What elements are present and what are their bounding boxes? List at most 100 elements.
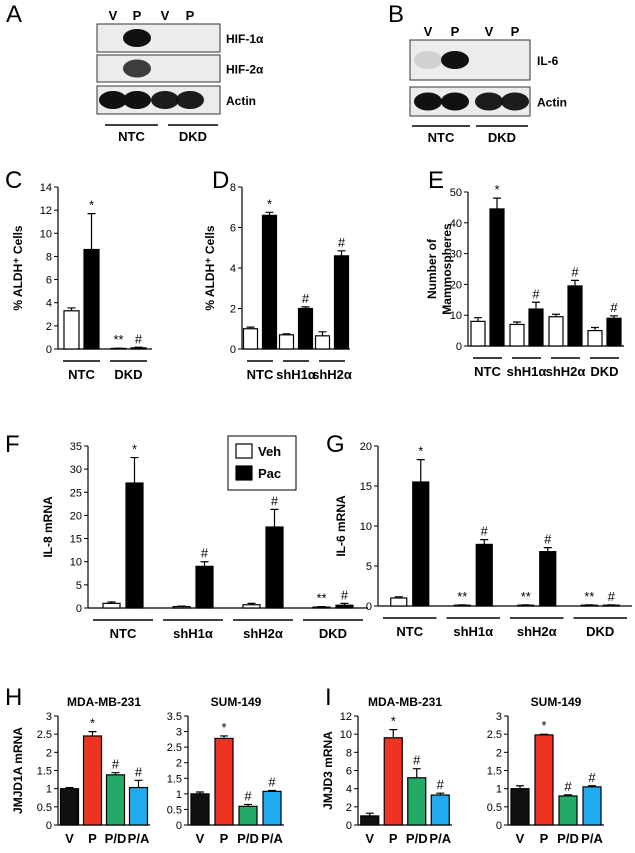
error-bar — [270, 508, 279, 527]
lane-label: V — [485, 24, 494, 39]
x-tick-label: shH2α — [243, 626, 283, 641]
y-tick-label: 1 — [176, 789, 182, 801]
y-tick-label: 10 — [450, 310, 462, 322]
error-bar — [282, 333, 291, 335]
y-tick-label: 15 — [360, 481, 372, 493]
bar — [63, 310, 80, 350]
lane-label: V — [424, 24, 433, 39]
blot-band — [123, 29, 151, 47]
legend-swatch — [235, 443, 253, 459]
y-tick-label: 2 — [496, 747, 502, 759]
y-tick-label: 2 — [46, 321, 52, 333]
x-tick-label: DKD — [586, 624, 614, 639]
lane-label: P — [133, 8, 142, 23]
blot-row-label: HIF-2α — [226, 63, 264, 77]
error-bar — [571, 279, 579, 286]
error-bar — [588, 785, 596, 787]
significance: # — [341, 587, 349, 602]
bar — [125, 482, 144, 609]
y-tick-label: 5 — [76, 580, 82, 592]
error-bar — [196, 791, 204, 794]
blot-row-label: Actin — [226, 94, 256, 108]
significance: * — [90, 716, 95, 731]
y-tick-label: 0 — [346, 820, 352, 832]
x-tick-label: shH1α — [276, 367, 316, 382]
significance: # — [413, 753, 421, 768]
chart-title: SUM-149 — [211, 695, 262, 709]
blot-band — [151, 91, 179, 109]
bar — [278, 334, 295, 350]
x-tick-label: shH1α — [453, 624, 493, 639]
significance: # — [532, 286, 540, 301]
bar — [528, 308, 544, 347]
y-tick-label: 1.5 — [487, 766, 502, 778]
error-bar — [540, 733, 548, 735]
lane-label: P — [186, 8, 195, 23]
y-tick-label: 3 — [176, 727, 182, 739]
bar — [83, 248, 100, 350]
y-tick-label: 10 — [340, 729, 352, 741]
panel-letter: H — [5, 684, 22, 711]
y-tick-label: 1 — [46, 784, 52, 796]
bar — [105, 774, 126, 826]
y-axis-label: % ALDH⁺ Cells — [11, 225, 25, 311]
error-bar — [513, 321, 521, 325]
error-bar — [220, 735, 228, 739]
significance: # — [564, 779, 572, 794]
bar — [102, 602, 121, 609]
panel-letter: E — [428, 167, 444, 194]
y-tick-label: 2.5 — [487, 729, 502, 741]
y-tick-label: 6 — [46, 275, 52, 287]
bar — [82, 735, 103, 826]
x-tick-label: P/D — [406, 831, 428, 846]
y-tick-label: 10 — [70, 557, 82, 569]
y-tick-label: 0 — [496, 820, 502, 832]
error-bar — [416, 459, 425, 482]
y-tick-label: 10 — [360, 521, 372, 533]
blot-row-label: Actin — [537, 96, 567, 110]
bar — [412, 481, 430, 607]
bar — [214, 737, 234, 826]
significance: # — [588, 770, 596, 785]
group-label: NTC — [118, 129, 145, 144]
y-tick-label: 0 — [456, 341, 462, 353]
panel-letter: C — [5, 167, 22, 194]
error-bar — [552, 313, 560, 317]
significance: # — [338, 235, 346, 250]
y-tick-label: 8 — [230, 182, 236, 194]
significance: # — [610, 300, 618, 315]
error-bar — [134, 346, 143, 348]
group-label: NTC — [428, 130, 455, 145]
significance: # — [608, 589, 616, 604]
x-tick-label: DKD — [590, 364, 618, 379]
legend-label: Pac — [258, 466, 281, 481]
error-bar — [412, 768, 421, 778]
y-tick-label: 14 — [40, 182, 52, 194]
bar — [582, 786, 602, 826]
blot-band — [441, 92, 469, 111]
error-bar — [480, 539, 489, 545]
significance: * — [541, 718, 546, 733]
significance: # — [544, 532, 552, 547]
x-tick-label: NTC — [396, 624, 423, 639]
y-tick-label: 6 — [346, 766, 352, 778]
x-tick-label: P/D — [237, 831, 259, 846]
bar — [470, 320, 486, 347]
significance: * — [391, 714, 396, 729]
bar — [195, 565, 214, 609]
x-tick-label: V — [196, 831, 205, 846]
bar — [312, 606, 331, 609]
y-tick-label: 20 — [70, 510, 82, 522]
lane-label: V — [161, 8, 170, 23]
error-bar — [111, 772, 120, 775]
x-tick-label: P/D — [105, 831, 127, 846]
error-bar — [247, 602, 256, 605]
significance: # — [112, 757, 120, 772]
y-tick-label: 0.5 — [167, 804, 182, 816]
bar — [548, 316, 564, 347]
bar — [489, 208, 505, 347]
y-tick-label: 3 — [496, 711, 502, 723]
y-axis-label: % ALDH⁺ Cells — [203, 225, 217, 311]
y-tick-label: 1.5 — [37, 766, 52, 778]
